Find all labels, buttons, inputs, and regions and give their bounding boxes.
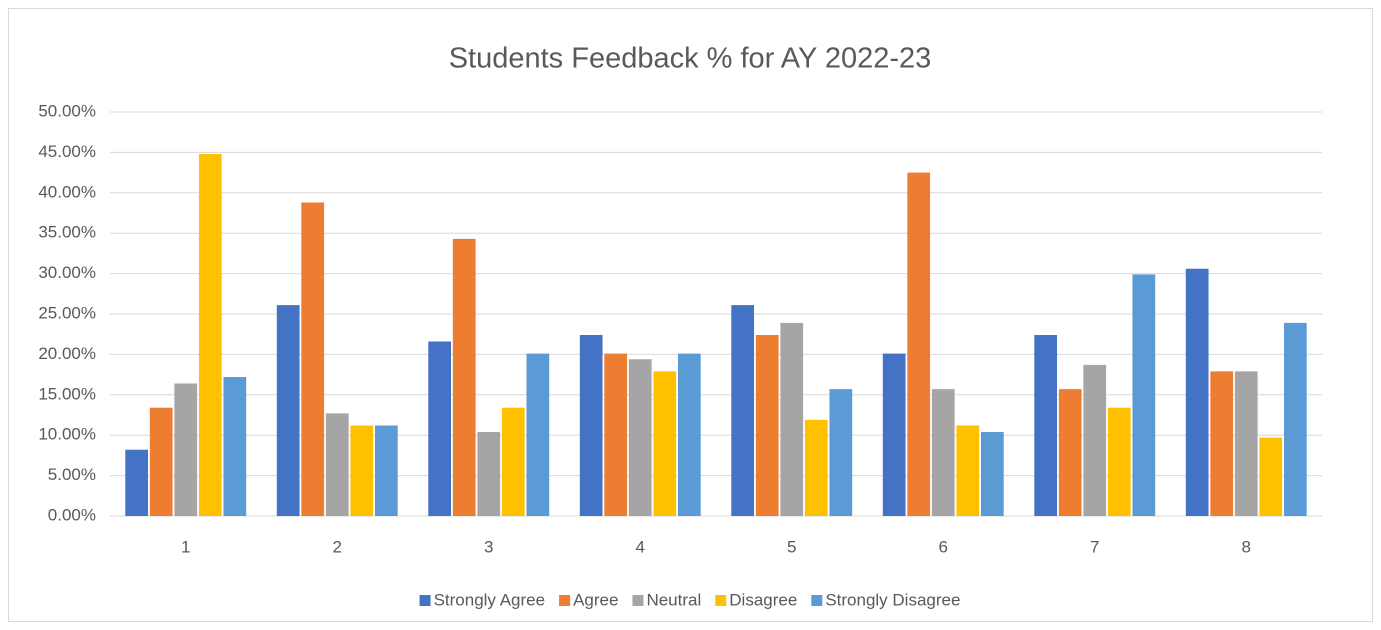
bar: [804, 419, 828, 516]
bar: [677, 353, 701, 516]
legend-label: Agree: [573, 590, 618, 609]
bar: [526, 353, 550, 516]
bar: [174, 383, 198, 516]
bar: [980, 431, 1004, 516]
chart-title: Students Feedback % for AY 2022-23: [449, 43, 932, 75]
bar: [1034, 335, 1058, 516]
x-tick-label: 2: [333, 537, 342, 556]
y-tick-label: 15.00%: [38, 384, 96, 403]
y-tick-label: 30.00%: [38, 263, 96, 282]
x-tick-label: 1: [181, 537, 190, 556]
bar: [198, 154, 222, 517]
legend-label: Neutral: [646, 590, 701, 609]
bar: [1210, 371, 1234, 516]
x-tick-label: 3: [484, 537, 493, 556]
bar: [428, 341, 452, 516]
bar: [628, 359, 652, 516]
bar: [1083, 364, 1107, 516]
legend-label: Strongly Disagree: [825, 590, 960, 609]
y-tick-label: 10.00%: [38, 425, 96, 444]
bar: [604, 353, 628, 516]
y-tick-label: 0.00%: [48, 505, 96, 524]
bar: [882, 353, 906, 516]
x-tick-label: 8: [1242, 537, 1251, 556]
bar: [731, 305, 755, 516]
bar: [125, 449, 149, 516]
bar: [1259, 437, 1283, 516]
x-tick-label: 5: [787, 537, 796, 556]
y-tick-label: 20.00%: [38, 344, 96, 363]
legend-swatch: [559, 595, 571, 606]
bar: [956, 425, 980, 516]
legend-swatch: [811, 595, 823, 606]
bar: [477, 431, 501, 516]
bar: [149, 407, 173, 516]
legend-swatch: [632, 595, 644, 606]
bar: [579, 335, 603, 516]
x-tick-label: 4: [636, 537, 645, 556]
bar: [1058, 389, 1082, 516]
bar: [1185, 268, 1209, 516]
legend-swatch: [419, 595, 431, 606]
bar: [223, 377, 247, 516]
legend-swatch: [715, 595, 727, 606]
legend-label: Strongly Agree: [434, 590, 546, 609]
bar: [374, 425, 398, 516]
bar: [829, 389, 853, 516]
bar: [755, 335, 779, 516]
bar: [1283, 322, 1307, 516]
bar: [1107, 407, 1131, 516]
bar: [350, 425, 374, 516]
y-tick-label: 5.00%: [48, 465, 96, 484]
bar: [325, 413, 349, 516]
bar: [780, 322, 804, 516]
bar: [907, 172, 931, 516]
y-tick-label: 25.00%: [38, 303, 96, 322]
y-tick-label: 35.00%: [38, 223, 96, 242]
y-tick-label: 45.00%: [38, 142, 96, 161]
y-tick-label: 50.00%: [38, 101, 96, 120]
bar: [452, 238, 476, 516]
bar: [1234, 371, 1258, 516]
bar: [931, 389, 955, 516]
bar: [276, 305, 300, 516]
x-tick-label: 6: [939, 537, 948, 556]
legend-label: Disagree: [729, 590, 797, 609]
bar: [301, 202, 325, 516]
x-tick-label: 7: [1090, 537, 1099, 556]
bar: [1132, 274, 1156, 516]
bar: [653, 371, 677, 516]
y-tick-label: 40.00%: [38, 182, 96, 201]
bar: [501, 407, 525, 516]
